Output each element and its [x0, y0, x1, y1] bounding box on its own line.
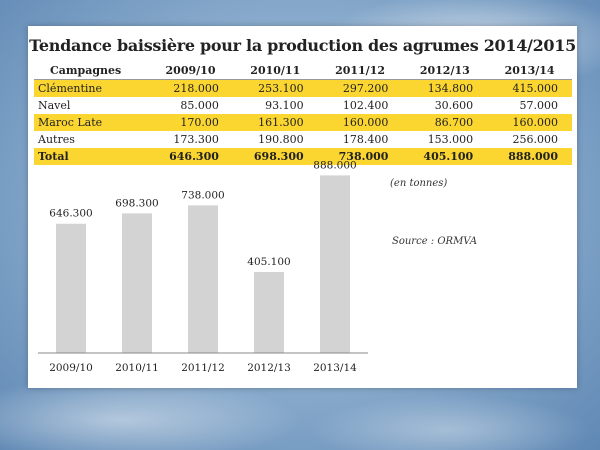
- table-cell: 297.200: [317, 79, 403, 97]
- table-header-cell: Campagnes: [34, 62, 149, 80]
- table-header-cell: 2011/12: [317, 62, 403, 80]
- bar-chart: 646.300 2009/10 698.300 2010/11 738.000 2011/…: [38, 159, 368, 374]
- bar-value-label: 405.100: [247, 256, 290, 268]
- bar: [320, 175, 350, 353]
- table-header-cell: 2009/10: [148, 62, 233, 80]
- table-cell: 190.800: [258, 133, 304, 146]
- source-note: Source : ORMVA: [392, 236, 478, 247]
- table-cell: 738.000: [317, 148, 403, 165]
- table-cell: 218.000: [148, 79, 233, 97]
- row-label: Autres: [38, 133, 75, 146]
- table-cell: 405.100: [402, 148, 488, 165]
- table-cell: 253.100: [232, 79, 318, 97]
- table-cell: 161.300: [232, 114, 318, 131]
- chart-title: Tendance baissière pour la production de…: [29, 36, 576, 55]
- table-row-total: Total 646.300 698.300 738.000 405.100 88…: [34, 148, 572, 165]
- table-row-navel: Navel 85.000 93.100 102.400 30.600 57.00…: [34, 97, 572, 114]
- table-cell: 698.300: [232, 148, 318, 165]
- table-cell: 153.000: [427, 133, 474, 146]
- x-tick-label: 2012/13: [247, 362, 291, 374]
- table-header-cell: 2013/14: [487, 62, 572, 80]
- bar-value-label: 646.300: [49, 208, 92, 220]
- row-label: Navel: [38, 99, 71, 112]
- table-cell: 85.000: [180, 99, 219, 112]
- table-cell: 86.700: [402, 114, 488, 131]
- table-row-clementine: Clémentine 218.000 253.100 297.200 134.8…: [34, 79, 572, 97]
- table-cell: 160.000: [317, 114, 403, 131]
- table-cell: 178.400: [342, 133, 389, 146]
- bar-value-label: 888.000: [313, 159, 356, 171]
- table-cell: 415.000: [487, 79, 572, 97]
- table-row-maroc-late: Maroc Late 170.00 161.300 160.000 86.700…: [34, 114, 572, 131]
- x-tick-label: 2011/12: [181, 362, 225, 374]
- table-header-row: Campagnes 2009/10 2010/11 2011/12 2012/1…: [34, 62, 572, 80]
- bar: [122, 213, 152, 353]
- production-table: Campagnes 2009/10 2010/11 2011/12 2012/1…: [34, 62, 572, 165]
- table-cell: 173.300: [173, 133, 219, 146]
- bar: [188, 205, 218, 353]
- row-label: Clémentine: [34, 79, 149, 97]
- bar-value-label: 738.000: [181, 189, 224, 201]
- x-tick-label: 2013/14: [313, 362, 357, 374]
- table-cell: 888.000: [487, 148, 572, 165]
- table-cell: 170.00: [148, 114, 233, 131]
- bar: [254, 271, 284, 353]
- table-cell: 30.600: [434, 99, 474, 112]
- table-cell: 93.100: [265, 99, 304, 112]
- table-cell: 102.400: [342, 99, 389, 112]
- table-cell: 57.000: [519, 99, 559, 112]
- row-label: Maroc Late: [34, 114, 149, 131]
- x-tick-label: 2010/11: [115, 362, 159, 374]
- x-tick-label: 2009/10: [49, 362, 93, 374]
- table-cell: 134.800: [402, 79, 488, 97]
- bar: [56, 223, 86, 353]
- table-cell: 646.300: [148, 148, 233, 165]
- table-header-cell: 2010/11: [232, 62, 318, 80]
- row-label: Total: [34, 148, 149, 165]
- table-cell: 160.000: [487, 114, 572, 131]
- bar-value-label: 698.300: [115, 197, 158, 209]
- table-cell: 256.000: [512, 133, 559, 146]
- table-row-autres: Autres 173.300 190.800 178.400 153.000 2…: [34, 131, 572, 148]
- unit-note: (en tonnes): [390, 178, 448, 189]
- infographic-panel: Tendance baissière pour la production de…: [28, 26, 577, 388]
- table-header-cell: 2012/13: [402, 62, 488, 80]
